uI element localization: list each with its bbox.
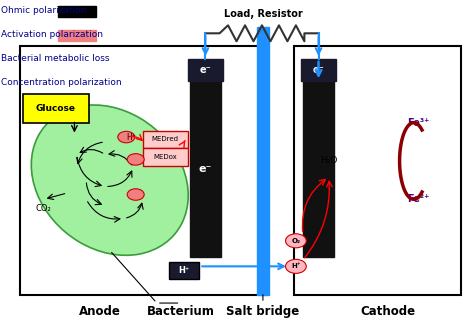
Text: H⁺: H⁺ bbox=[179, 266, 190, 275]
Text: e⁻: e⁻ bbox=[313, 65, 324, 75]
Text: H⁺: H⁺ bbox=[291, 263, 301, 269]
Circle shape bbox=[127, 189, 144, 200]
Bar bbox=[58, 6, 96, 17]
Text: H₂O: H₂O bbox=[320, 156, 337, 166]
Text: MEDox: MEDox bbox=[153, 154, 177, 160]
Bar bbox=[190, 81, 220, 257]
Bar bbox=[58, 54, 96, 65]
Text: Bacterium: Bacterium bbox=[146, 305, 214, 317]
Text: Salt bridge: Salt bridge bbox=[226, 305, 300, 317]
Circle shape bbox=[285, 234, 306, 248]
Text: e⁻: e⁻ bbox=[199, 164, 212, 174]
Bar bbox=[58, 78, 96, 89]
Text: Cathode: Cathode bbox=[360, 305, 415, 317]
Circle shape bbox=[285, 259, 306, 273]
Bar bbox=[301, 59, 336, 81]
Circle shape bbox=[127, 154, 144, 165]
Text: e⁻: e⁻ bbox=[200, 65, 211, 75]
FancyBboxPatch shape bbox=[143, 148, 188, 166]
Bar bbox=[58, 30, 96, 41]
Text: CO₂: CO₂ bbox=[36, 204, 52, 213]
Circle shape bbox=[118, 131, 135, 143]
FancyBboxPatch shape bbox=[143, 131, 188, 148]
FancyBboxPatch shape bbox=[169, 261, 199, 279]
Text: Concentration polarization: Concentration polarization bbox=[1, 78, 122, 87]
FancyBboxPatch shape bbox=[23, 94, 89, 123]
FancyBboxPatch shape bbox=[293, 46, 461, 295]
Text: Anode: Anode bbox=[80, 305, 121, 317]
Text: Fe²⁺: Fe²⁺ bbox=[407, 194, 429, 204]
Text: Activation polarization: Activation polarization bbox=[1, 30, 103, 39]
Text: O₂: O₂ bbox=[292, 238, 301, 244]
Bar bbox=[188, 59, 223, 81]
Text: Ohmic polarization: Ohmic polarization bbox=[1, 6, 87, 15]
Bar bbox=[303, 81, 334, 257]
Ellipse shape bbox=[31, 105, 188, 255]
Text: Fe³⁺: Fe³⁺ bbox=[407, 118, 429, 128]
Text: Glucose: Glucose bbox=[36, 104, 75, 113]
FancyBboxPatch shape bbox=[20, 46, 265, 295]
Text: H⁺: H⁺ bbox=[126, 133, 136, 142]
Text: MEDred: MEDred bbox=[151, 136, 178, 142]
Bar bbox=[257, 27, 269, 295]
Text: Bacterial metabolic loss: Bacterial metabolic loss bbox=[1, 54, 110, 63]
Text: Load, Resistor: Load, Resistor bbox=[224, 9, 302, 19]
